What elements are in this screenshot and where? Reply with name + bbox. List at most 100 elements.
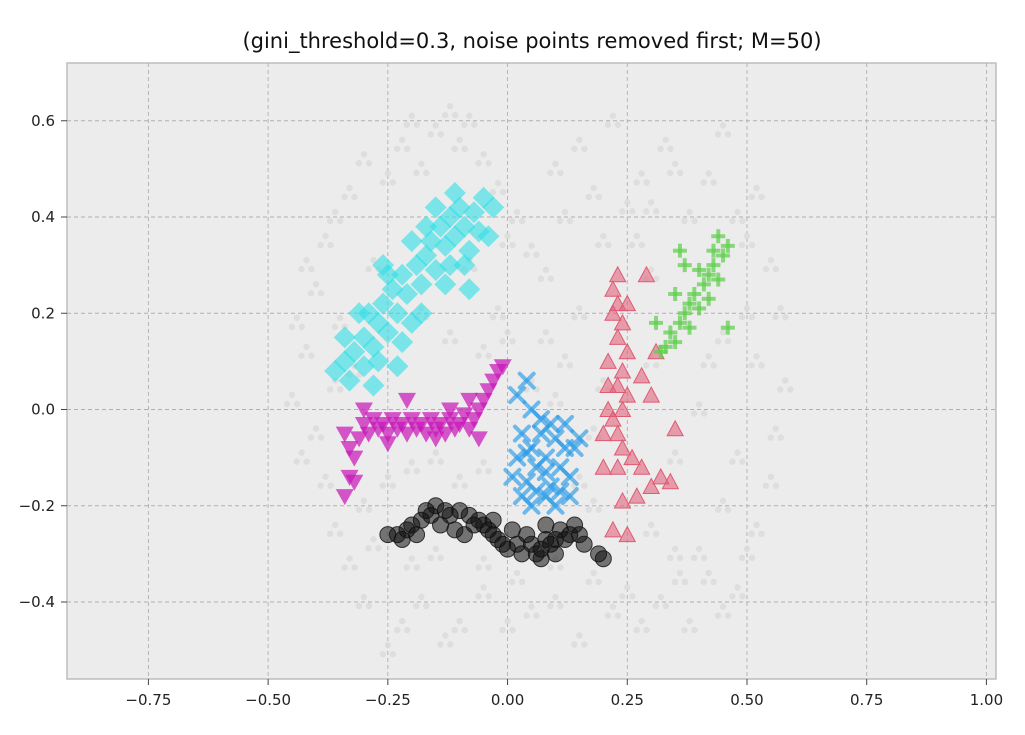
noise-point (499, 329, 516, 345)
noise-point (767, 425, 784, 441)
noise-point (394, 617, 411, 634)
noise-point (585, 184, 602, 201)
diamond-point (333, 326, 356, 349)
circle-point (532, 550, 550, 568)
triangle-down-point (354, 416, 373, 433)
noise-point (475, 343, 492, 359)
noise-point (738, 232, 756, 249)
noise-point (523, 242, 540, 258)
diamond-point (434, 273, 457, 296)
noise-point (283, 391, 301, 408)
noise-point (738, 545, 756, 562)
noise-point (633, 170, 650, 186)
x-tick-label: 0.50 (730, 691, 763, 709)
noise-point (571, 632, 588, 648)
triangle-down-point (374, 416, 393, 433)
noise-point (595, 232, 612, 249)
plot-area (66, 62, 997, 680)
noise-point (748, 184, 765, 201)
noise-point (762, 256, 780, 273)
x-tick-label: 0.75 (850, 691, 883, 709)
circle-point (446, 521, 464, 539)
x-point (503, 467, 522, 486)
diamond-point (453, 254, 476, 277)
noise-point (441, 329, 459, 345)
noise-point (307, 280, 325, 297)
noise-point (604, 603, 622, 619)
plus-point (716, 248, 731, 263)
diamond-point (443, 181, 466, 204)
plus-point (672, 243, 687, 258)
x-tick-label: −0.50 (245, 691, 291, 709)
noise-point (437, 632, 454, 648)
noise-point (413, 160, 430, 177)
noise-point (508, 569, 526, 586)
noise-point (403, 459, 420, 475)
x-point (512, 424, 531, 443)
diamond-point (482, 196, 505, 219)
triangle-down-point (421, 412, 440, 429)
triangle-point (604, 304, 622, 321)
triangle-point (637, 265, 656, 283)
circle-point (465, 516, 483, 534)
noise-point (690, 545, 708, 562)
noise-point (451, 473, 468, 489)
noise-point (341, 184, 358, 201)
noise-point (738, 305, 756, 321)
noise-point (666, 545, 684, 562)
triangle-point (604, 520, 622, 538)
triangle-down-point (397, 426, 416, 443)
plus-point (706, 243, 721, 258)
noise-point (298, 343, 315, 359)
noise-point (499, 617, 516, 634)
diamond-point (424, 196, 447, 219)
x-point (536, 448, 555, 467)
noise-point (762, 473, 780, 489)
noise-point (475, 555, 492, 571)
triangle-point (613, 400, 632, 417)
noise-point (666, 160, 684, 177)
noise-point (326, 521, 344, 538)
triangle-point (613, 313, 632, 331)
triangle-down-point (335, 489, 354, 506)
noise-point (748, 521, 765, 538)
diamond-point (395, 283, 418, 305)
diamond-point (386, 355, 409, 378)
noise-point (489, 305, 507, 321)
noise-point (298, 256, 315, 273)
noise-point (475, 459, 492, 475)
noise-point (714, 329, 732, 345)
noise-point (671, 569, 689, 586)
x-tick-label: 0.00 (491, 691, 524, 709)
triangle-down-point (431, 416, 450, 433)
triangle-down-point (441, 402, 460, 419)
noise-point (547, 593, 564, 610)
noise-point (499, 232, 516, 249)
circle-point (590, 545, 608, 563)
plus-point (701, 291, 716, 306)
noise-point (523, 603, 540, 619)
noise-point (547, 160, 564, 177)
diamond-point (415, 215, 438, 238)
noise-point (643, 199, 660, 215)
circle-point (518, 526, 536, 544)
noise-point (355, 497, 373, 513)
x-point (541, 477, 560, 496)
noise-point (571, 136, 588, 153)
triangle-point (608, 294, 627, 312)
diamond-point (400, 230, 423, 253)
noise-point (403, 555, 420, 571)
noise-point (355, 593, 373, 610)
plus-point (720, 238, 735, 253)
triangle-down-point (378, 436, 397, 453)
diamond-point (367, 350, 390, 373)
x-point (565, 439, 584, 457)
x-point (541, 414, 560, 433)
triangle-point (608, 265, 627, 283)
triangle-point (613, 361, 632, 379)
triangle-point (618, 386, 637, 403)
x-tick-label: −0.25 (365, 691, 411, 709)
noise-point (394, 136, 411, 153)
plus-point (692, 262, 707, 277)
